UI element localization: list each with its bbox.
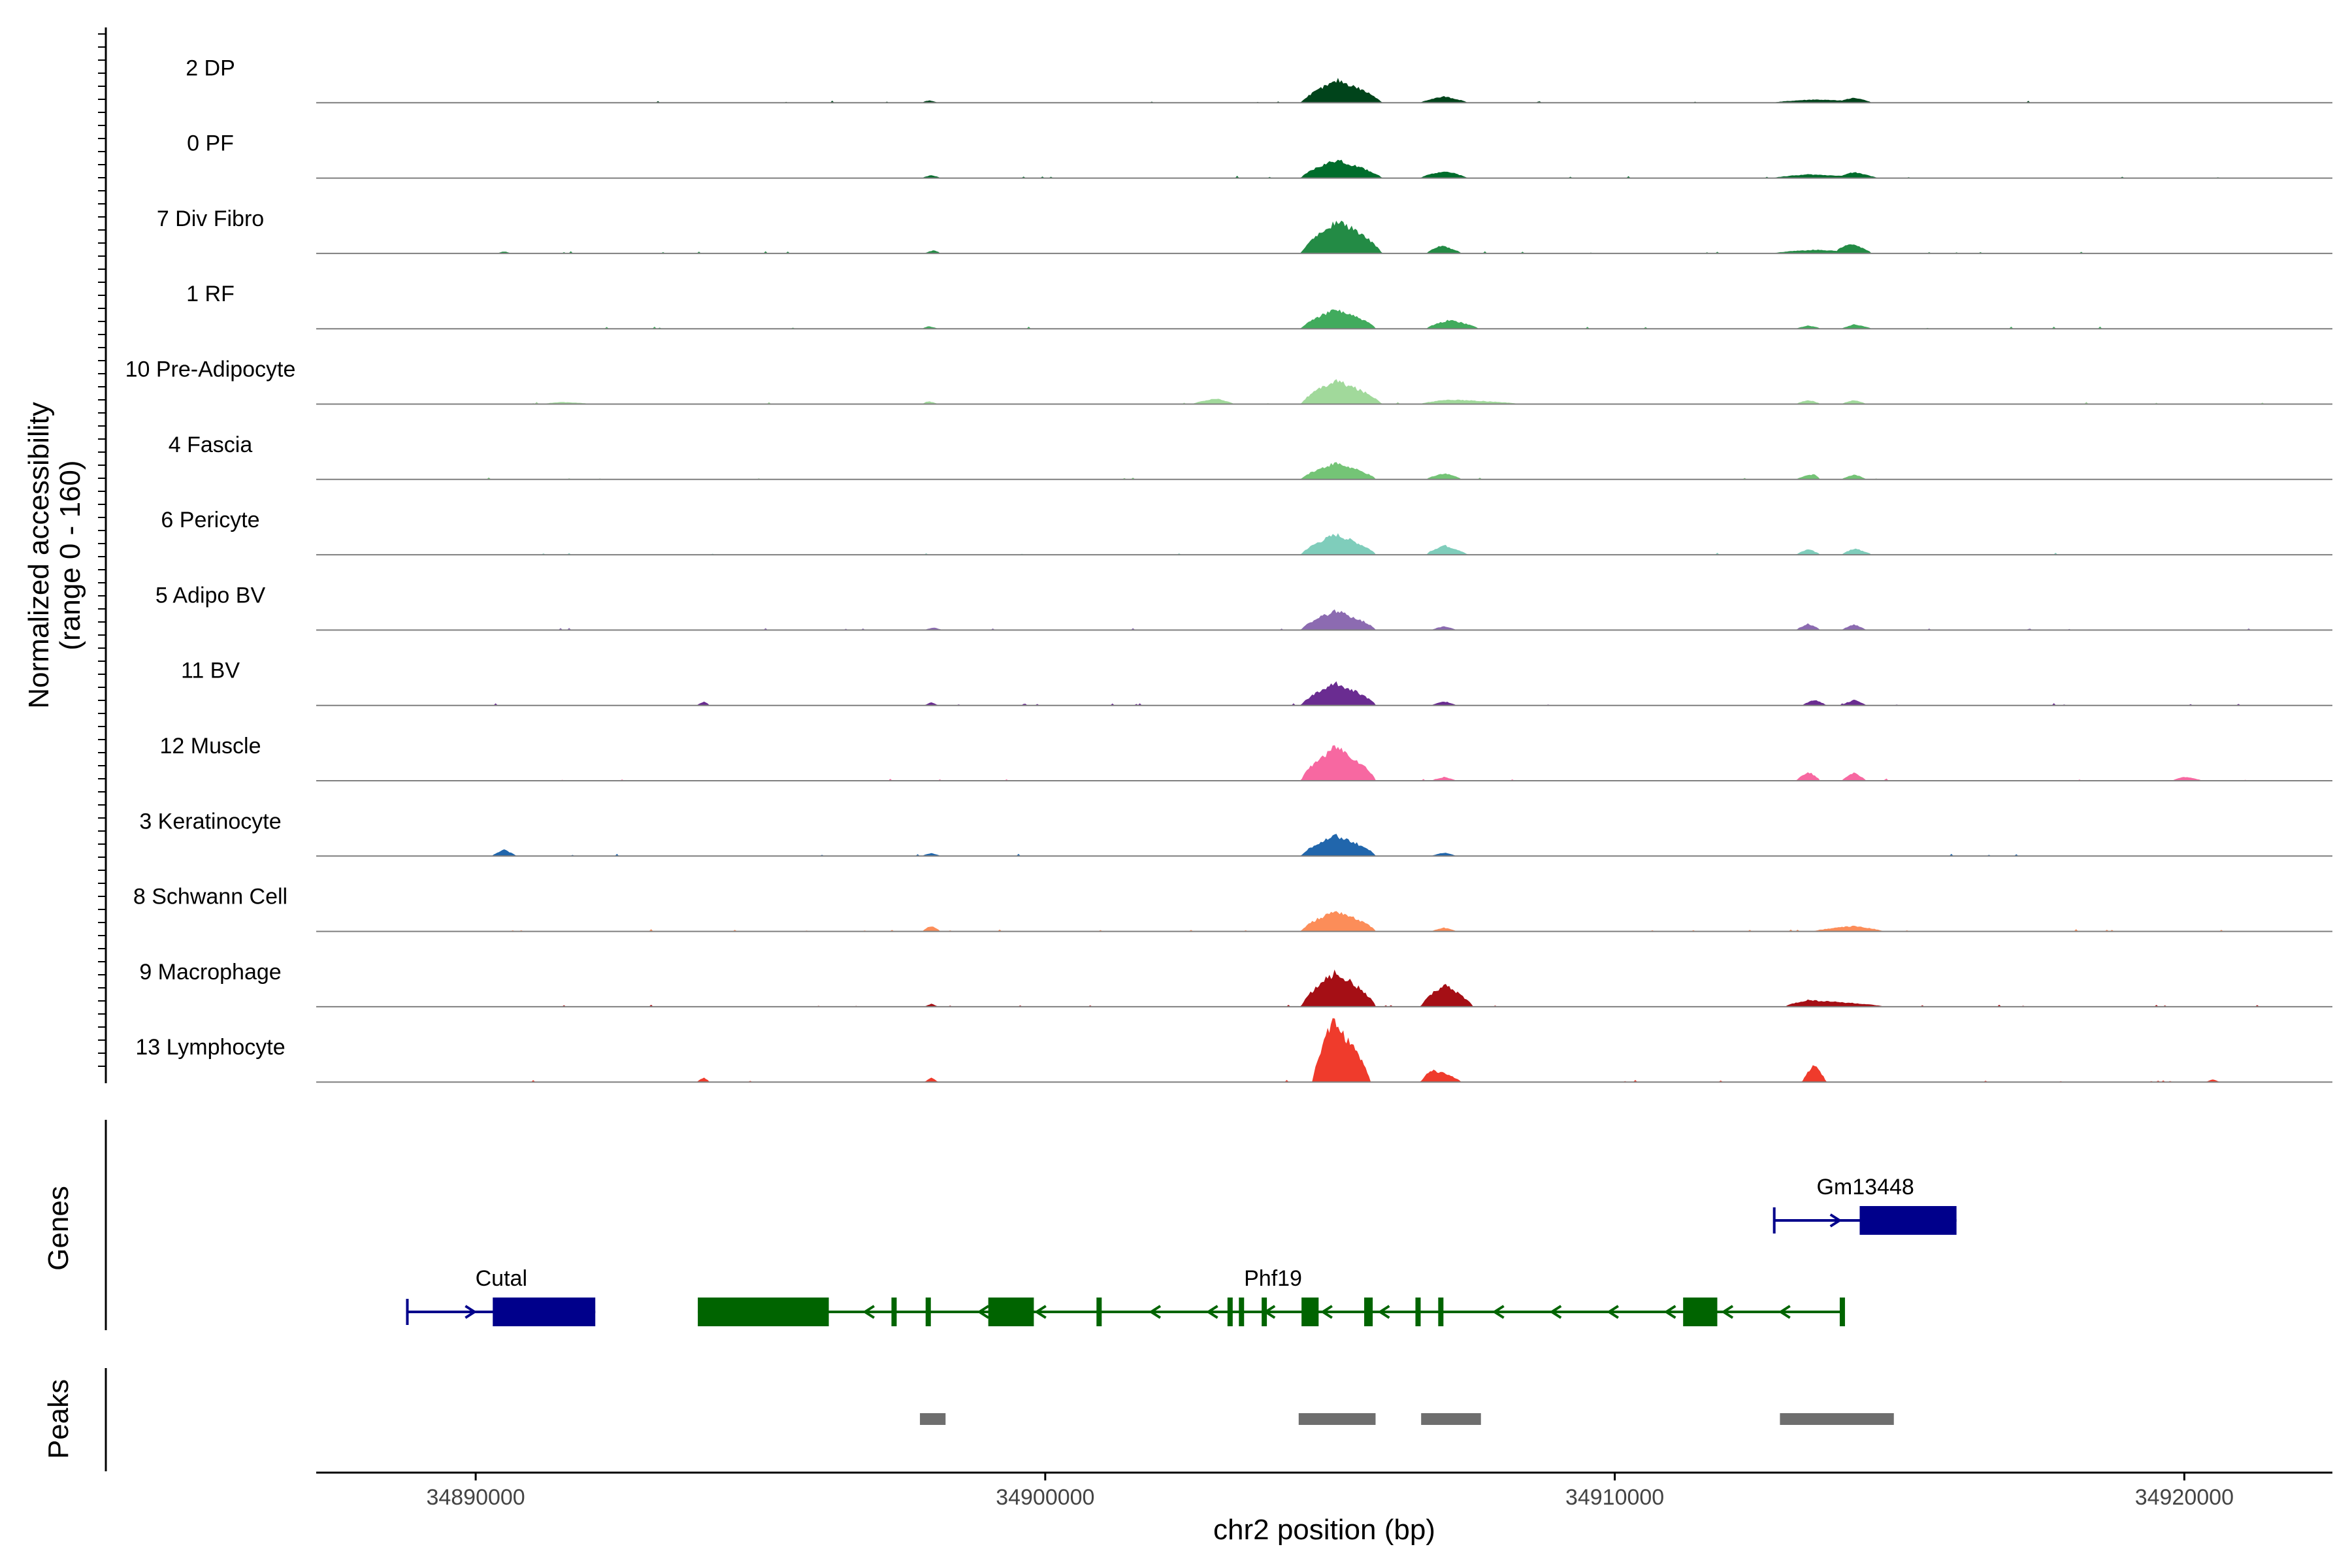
track-2: 0 PF	[187, 131, 2332, 179]
coverage-area	[487, 159, 2264, 179]
y-axis	[98, 27, 107, 1083]
track-label: 3 Keratinocyte	[139, 809, 281, 834]
coverage-area	[487, 1018, 2264, 1083]
y-axis-label-range: (range 0 - 160)	[54, 460, 86, 650]
track-label: 12 Muscle	[160, 734, 261, 759]
strand-chevron	[1492, 1305, 1505, 1319]
coverage-area	[487, 911, 2264, 932]
strand-chevron	[1721, 1305, 1734, 1319]
gene-exon	[1438, 1298, 1444, 1326]
track-8: 5 Adipo BV	[155, 583, 2332, 631]
gene-exon	[925, 1298, 931, 1326]
strand-chevron	[977, 1305, 990, 1319]
track-label: 7 Div Fibro	[157, 206, 264, 231]
gene-exon	[493, 1298, 596, 1326]
track-label: 13 Lymphocyte	[135, 1035, 285, 1060]
coverage-area	[487, 533, 2264, 555]
track-label: 8 Schwann Cell	[133, 885, 287, 909]
track-12: 8 Schwann Cell	[133, 885, 2332, 932]
track-3: 7 Div Fibro	[157, 206, 2332, 254]
strand-chevron	[1320, 1305, 1333, 1319]
track-label: 1 RF	[186, 282, 235, 306]
coverage-area	[487, 309, 2264, 329]
gene-exon	[1262, 1298, 1267, 1326]
gene-label: Phf19	[1244, 1266, 1302, 1291]
gene-exon	[1859, 1206, 1957, 1235]
strand-chevron	[1607, 1305, 1619, 1319]
strand-chevron	[862, 1305, 875, 1319]
peak-region	[1421, 1413, 1481, 1425]
genes-panel: Gm13448 Cutal Phf19	[105, 1120, 1957, 1330]
peak-region	[1298, 1413, 1376, 1425]
x-tick-label: 34890000	[426, 1485, 525, 1510]
genes-panel-label: Genes	[42, 1186, 74, 1271]
peak-region	[1780, 1413, 1894, 1425]
strand-chevron	[1149, 1305, 1162, 1319]
x-axis: 34890000 34900000 34910000 34920000	[316, 1471, 2332, 1510]
strand-chevron	[1034, 1305, 1047, 1319]
x-tick-label: 34920000	[2135, 1485, 2234, 1510]
y-axis-label: Normalized accessibility	[23, 402, 55, 708]
coverage-area	[487, 220, 2264, 254]
track-1: 2 DP	[186, 56, 2332, 104]
coverage-tracks: 2 DP 0 PF 7 Div Fibro 1 RF 10 Pre-Adipocyte 4…	[125, 56, 2332, 1083]
gene-gm13448: Gm13448	[1772, 1175, 1957, 1235]
track-7: 6 Pericyte	[161, 508, 2332, 556]
gene-exon	[1415, 1298, 1421, 1326]
track-13: 9 Macrophage	[139, 960, 2332, 1007]
x-tick-label: 34910000	[1565, 1485, 1664, 1510]
strand-chevron	[1377, 1305, 1390, 1319]
gene-exon	[1364, 1298, 1373, 1326]
track-label: 0 PF	[187, 131, 234, 156]
track-label: 6 Pericyte	[161, 508, 259, 532]
gene-exon	[1227, 1298, 1233, 1326]
track-label: 9 Macrophage	[139, 960, 281, 985]
x-axis-label: chr2 position (bp)	[1213, 1514, 1435, 1546]
gene-exon	[1096, 1298, 1102, 1326]
x-tick-label: 34900000	[996, 1485, 1094, 1510]
track-4: 1 RF	[186, 282, 2332, 330]
gene-label: Gm13448	[1816, 1175, 1914, 1200]
gene-label: Cutal	[476, 1266, 527, 1291]
gene-exon	[988, 1298, 1034, 1326]
gene-exon	[891, 1298, 897, 1326]
coverage-area	[487, 681, 2264, 706]
gene-phf19: Phf19	[698, 1266, 1845, 1326]
coverage-area	[487, 609, 2264, 630]
track-11: 3 Keratinocyte	[139, 809, 2332, 857]
strand-chevron	[1205, 1305, 1218, 1319]
track-label: 10 Pre-Adipocyte	[125, 357, 296, 382]
strand-chevron	[1778, 1305, 1791, 1319]
track-label: 2 DP	[186, 56, 235, 80]
coverage-area	[487, 834, 2264, 857]
gene-exon	[1301, 1298, 1319, 1326]
strand-chevron	[1829, 1213, 1842, 1228]
coverage-area	[487, 379, 2266, 405]
gene-exon	[1839, 1298, 1845, 1326]
gene-cutal: Cutal	[406, 1266, 596, 1326]
strand-chevron	[1549, 1305, 1562, 1319]
gene-exon	[698, 1298, 829, 1326]
track-9: 11 BV	[181, 659, 2332, 706]
peaks-panel	[105, 1368, 1894, 1471]
coverage-area	[487, 970, 2264, 1007]
gene-exon	[1683, 1298, 1718, 1326]
track-5: 10 Pre-Adipocyte	[125, 357, 2332, 405]
track-label: 4 Fascia	[169, 433, 253, 457]
strand-chevron	[465, 1305, 478, 1319]
track-14: 13 Lymphocyte	[135, 1018, 2332, 1083]
coverage-area	[486, 462, 2264, 480]
track-label: 5 Adipo BV	[155, 583, 266, 608]
coverage-area	[487, 78, 2264, 103]
strand-chevron	[1663, 1305, 1676, 1319]
track-label: 11 BV	[181, 659, 240, 683]
gene-exon	[1239, 1298, 1245, 1326]
peak-region	[920, 1413, 946, 1425]
track-10: 12 Muscle	[160, 734, 2332, 781]
coverage-area	[487, 745, 2264, 781]
peaks-panel-label: Peaks	[42, 1379, 74, 1459]
track-6: 4 Fascia	[169, 433, 2332, 480]
